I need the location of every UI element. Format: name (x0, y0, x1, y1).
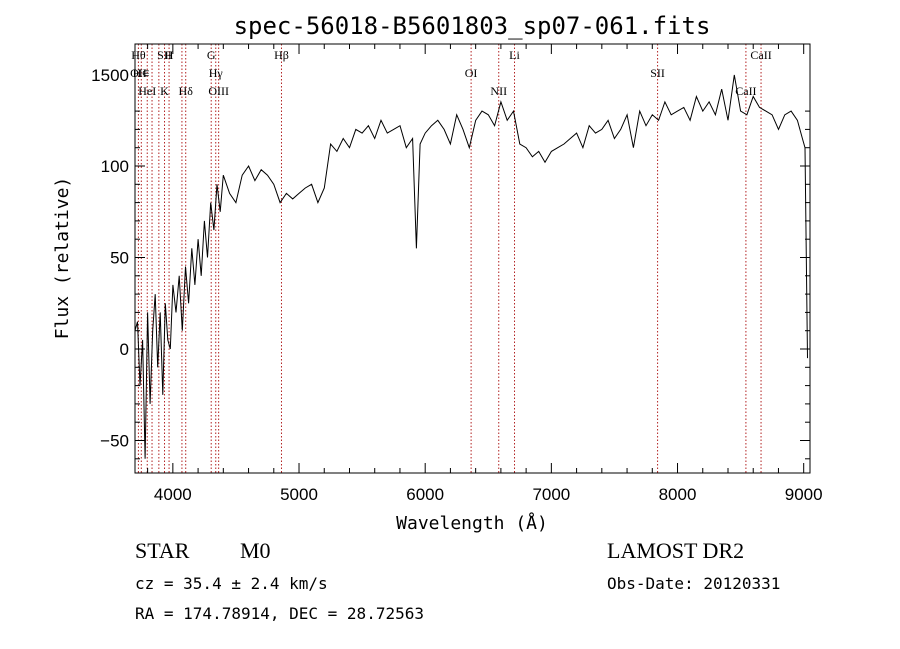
y-tick-label: 50 (110, 249, 129, 268)
line-marker-label: Hδ (179, 84, 194, 98)
object-class: STAR (135, 538, 190, 563)
line-marker-label: CaII (735, 84, 756, 98)
spectrum-line (134, 74, 808, 459)
y-axis-ticks: −50 0 50 100 1500 (91, 66, 810, 460)
line-marker-label: Li (509, 48, 520, 62)
line-marker-label: SII (157, 48, 172, 62)
plot-frame (134, 43, 811, 474)
line-marker-label: Hγ (209, 66, 224, 80)
survey-name: LAMOST DR2 (607, 538, 744, 563)
line-marker-label: SII (650, 66, 665, 80)
line-marker-label: CaII (750, 48, 771, 62)
x-tick-label: 4000 (154, 485, 192, 504)
x-tick-label: 5000 (280, 485, 318, 504)
object-subclass: M0 (240, 538, 271, 563)
line-marker-label: K (160, 84, 169, 98)
line-marker-label: Hθ (131, 48, 146, 62)
x-axis-label: Wavelength (Å) (396, 512, 548, 534)
spectral-line-markers (137, 44, 762, 473)
line-marker-label: Hβ (274, 48, 289, 62)
x-tick-label: 7000 (532, 485, 570, 504)
y-axis-label: Flux (relative) (52, 177, 73, 340)
x-axis-ticks: 4000 5000 6000 7000 8000 9000 (147, 44, 823, 504)
line-marker-label: OI (465, 66, 478, 80)
line-marker-label: HeI (138, 84, 156, 98)
y-tick-label: −50 (100, 432, 129, 451)
y-tick-label: 100 (101, 157, 129, 176)
x-tick-label: 9000 (785, 485, 823, 504)
y-tick-label: 0 (120, 340, 129, 359)
line-marker-label: G (207, 48, 216, 62)
y-tick-label: 1500 (91, 66, 129, 85)
line-marker-label: NII (490, 84, 507, 98)
x-tick-label: 8000 (659, 485, 697, 504)
line-marker-label: H (165, 48, 174, 62)
line-marker-label: OII (130, 66, 147, 80)
x-tick-label: 6000 (406, 485, 444, 504)
redshift-text: cz = 35.4 ± 2.4 km/s (135, 574, 328, 593)
line-marker-label: H∊ (133, 66, 150, 80)
chart-title: spec-56018-B5601803_sp07-061.fits (234, 12, 711, 40)
coordinates-text: RA = 174.78914, DEC = 28.72563 (135, 604, 424, 623)
observation-date: Obs-Date: 20120331 (607, 574, 780, 593)
line-marker-label: OIII (208, 84, 229, 98)
